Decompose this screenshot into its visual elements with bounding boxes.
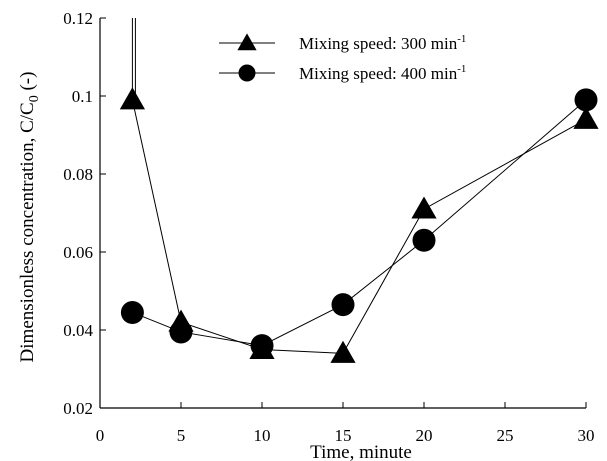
x-tick-label: 10	[254, 426, 271, 445]
series-1-line	[131, 99, 587, 354]
legend: Mixing speed: 300 min-1 Mixing speed: 400…	[219, 33, 466, 83]
y-tick-label: 0.08	[63, 165, 93, 184]
legend-label: Mixing speed: 300 min-1	[299, 33, 466, 53]
y-tick-label: 0.06	[63, 243, 93, 262]
series-2-point	[412, 228, 436, 252]
y-axis-label: Dimensionless concentration, C/C0 (-)	[17, 72, 42, 363]
legend-triangle-marker	[237, 33, 257, 51]
series-1-point	[411, 196, 437, 219]
y-tick-label: 0.12	[63, 9, 93, 28]
series-2	[120, 88, 598, 358]
x-axis-label: Time, minute	[310, 442, 412, 461]
series-1-point	[573, 106, 599, 129]
x-tick-label: 5	[177, 426, 186, 445]
series-layer	[119, 18, 599, 363]
series-2-point	[574, 88, 598, 112]
legend-label: Mixing speed: 400 min-1	[299, 63, 466, 83]
series-1-point	[119, 87, 145, 110]
x-tick-label: 0	[96, 426, 105, 445]
y-tick-label: 0.04	[63, 321, 93, 340]
x-tick-label: 30	[578, 426, 595, 445]
legend-circle-marker	[238, 64, 256, 82]
series-2-point	[169, 320, 193, 344]
x-tick-label: 20	[416, 426, 433, 445]
series-2-point	[120, 300, 144, 324]
series-2-point	[331, 293, 355, 317]
legend-item-2: Mixing speed: 400 min-1	[219, 63, 466, 83]
x-tick-label: 15	[335, 426, 352, 445]
series-2-line	[132, 99, 587, 347]
series-1-point	[330, 340, 356, 363]
y-tick-label: 0.1	[72, 87, 93, 106]
axes-layer: 0.02 0.04 0.06 0.08 0.1 0.12 0 5 10 15 20 25 30 Time,…	[17, 9, 595, 461]
legend-item-1: Mixing speed: 300 min-1	[219, 33, 466, 53]
series-2-point	[250, 334, 274, 358]
y-tick-label: 0.02	[63, 399, 93, 418]
x-tick-label: 25	[497, 426, 514, 445]
